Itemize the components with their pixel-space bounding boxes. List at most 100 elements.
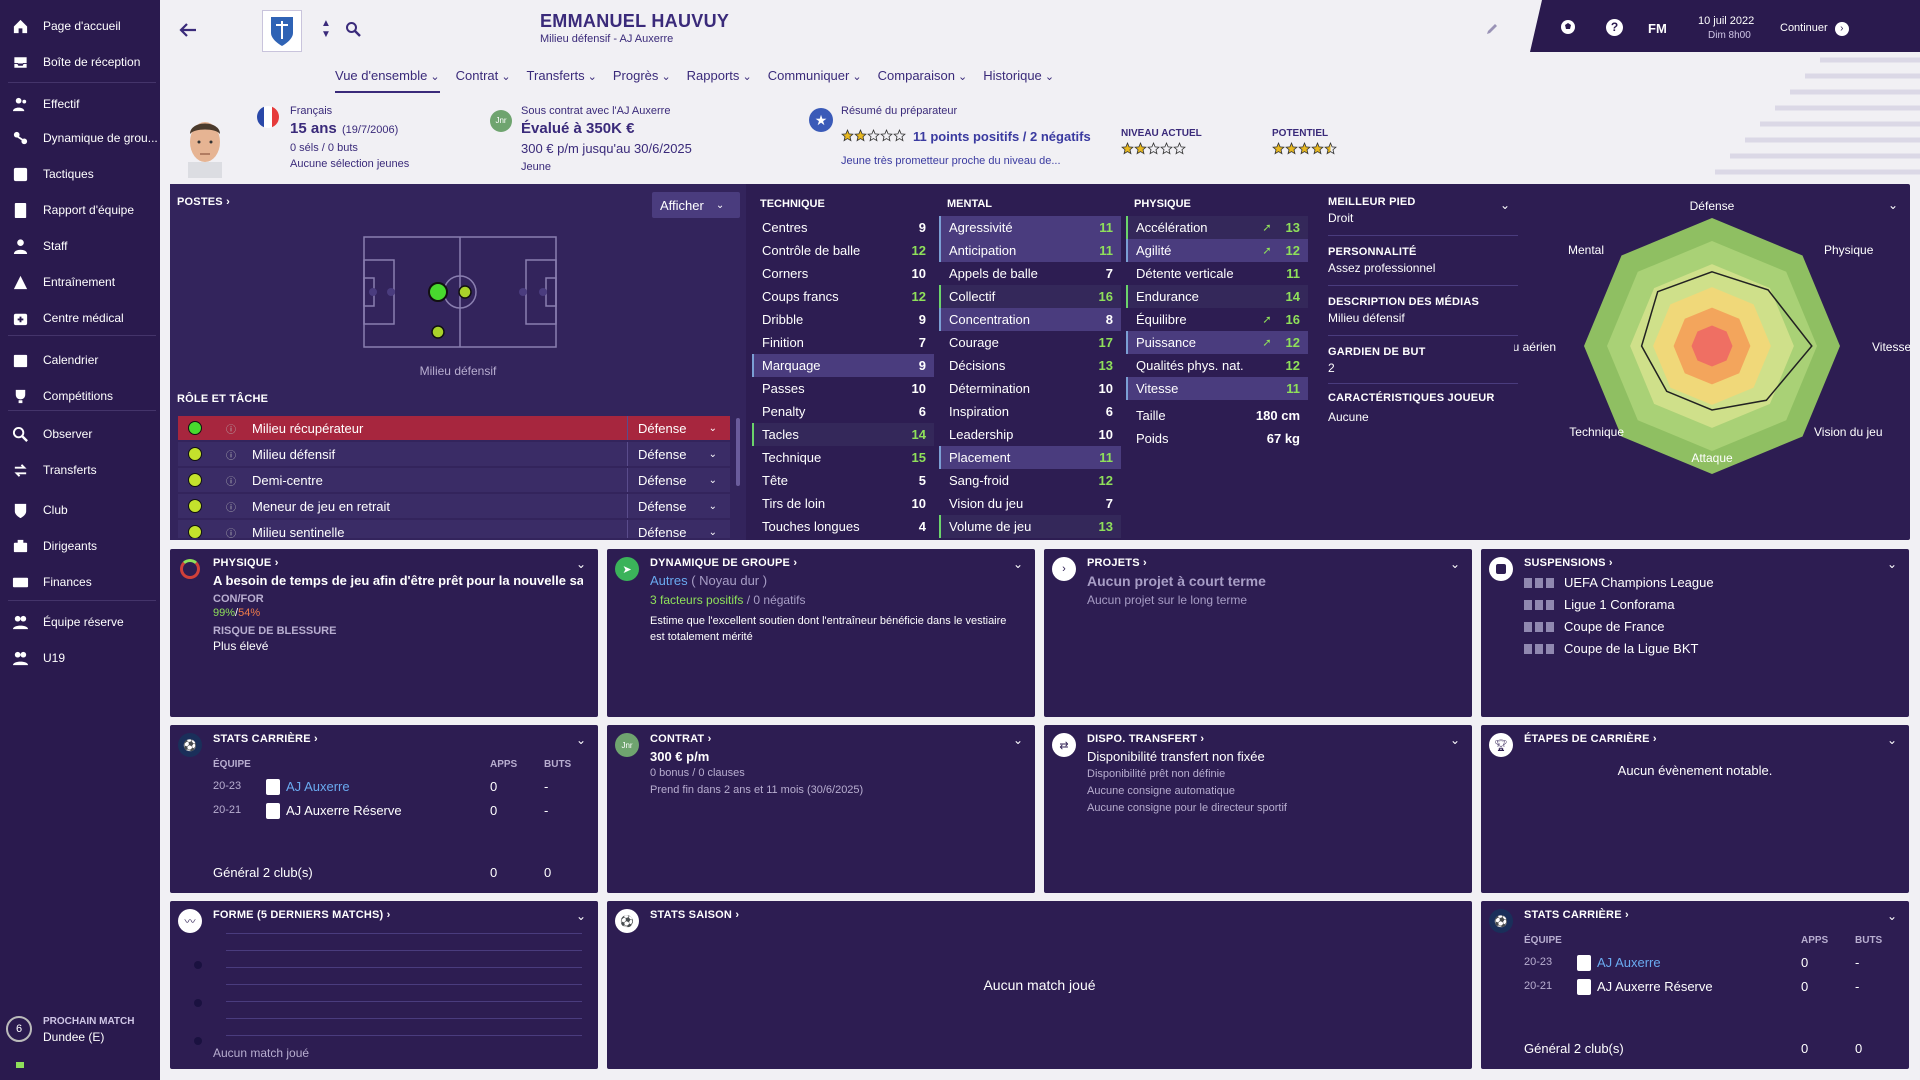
sidebar-item-13[interactable]: Transferts [0, 458, 160, 482]
career-row[interactable]: 20-23 AJ Auxerre 0 - [213, 777, 583, 797]
chevron-down-icon[interactable]: ⌄ [575, 909, 586, 923]
chevron-down-icon[interactable]: ⌄ [575, 557, 586, 571]
attribute-row[interactable]: Puissance ➚ 12 [1126, 331, 1308, 354]
chevron-down-icon[interactable]: ⌄ [1012, 733, 1023, 747]
attribute-row[interactable]: Marquage 9 [752, 354, 934, 377]
tab-1[interactable]: Vue d'ensemble [335, 68, 440, 93]
attribute-row[interactable]: Concentration 8 [939, 308, 1121, 331]
chevron-down-icon[interactable]: ⌄ [575, 733, 586, 747]
attribute-row[interactable]: Appels de balle 7 [939, 262, 1121, 285]
sidebar-item-2[interactable]: Boîte de réception [0, 50, 160, 74]
attribute-row[interactable]: Touches longues 4 [752, 515, 934, 538]
career-row[interactable]: 20-21 AJ Auxerre Réserve 0 - [213, 801, 583, 821]
ball-icon[interactable] [1560, 19, 1576, 35]
info-chevron-icon[interactable]: ⌄ [1500, 198, 1511, 212]
attribute-row[interactable]: Décisions 13 [939, 354, 1121, 377]
attribute-row[interactable]: Penalty 6 [752, 400, 934, 423]
attribute-row[interactable]: Agilité ➚ 12 [1126, 239, 1308, 262]
card-title[interactable]: PROJETS › [1087, 557, 1147, 569]
chevron-down-icon[interactable]: ⌄ [1449, 733, 1460, 747]
sidebar-item-9[interactable]: Centre médical [0, 306, 160, 330]
attribute-row[interactable]: Anticipation 11 [939, 239, 1121, 262]
card-title[interactable]: PHYSIQUE › [213, 557, 279, 569]
sidebar-item-8[interactable]: Entraînement [0, 270, 160, 294]
attribute-row[interactable]: Volume de jeu 13 [939, 515, 1121, 538]
tab-3[interactable]: Transferts [527, 68, 597, 93]
club-crest[interactable] [262, 10, 302, 52]
card-title[interactable]: STATS CARRIÈRE › [1524, 909, 1629, 921]
sidebar-item-10[interactable]: Calendrier [0, 348, 160, 372]
player-switch-arrows[interactable]: ▲ ▼ [321, 18, 331, 40]
role-row[interactable]: ⓘ Milieu défensif Défense ⌄ [178, 442, 730, 466]
show-dropdown[interactable]: Afficher ⌄ [652, 192, 740, 218]
card-title[interactable]: STATS SAISON › [650, 909, 740, 921]
attribute-row[interactable]: Technique 15 [752, 446, 934, 469]
attribute-row[interactable]: Dribble 9 [752, 308, 934, 331]
sidebar-item-17[interactable]: Équipe réserve [0, 610, 160, 634]
attribute-row[interactable]: Centres 9 [752, 216, 934, 239]
chevron-down-icon[interactable]: ⌄ [1886, 909, 1897, 923]
info-icon[interactable]: ⓘ [226, 424, 236, 436]
sidebar-item-11[interactable]: Compétitions [0, 384, 160, 408]
attribute-row[interactable]: Détermination 10 [939, 377, 1121, 400]
card-title[interactable]: DYNAMIQUE DE GROUPE › [650, 557, 798, 569]
attribute-row[interactable]: Placement 11 [939, 446, 1121, 469]
duty-dropdown[interactable]: Défense ⌄ [627, 520, 727, 538]
tab-5[interactable]: Rapports [687, 68, 752, 93]
chevron-down-icon[interactable]: ⌄ [1886, 733, 1897, 747]
card-title[interactable]: SUSPENSIONS › [1524, 557, 1613, 569]
sidebar-item-6[interactable]: Rapport d'équipe [0, 198, 160, 222]
attribute-row[interactable]: Courage 17 [939, 331, 1121, 354]
suspension-row[interactable]: Ligue 1 Conforama [1524, 597, 1675, 612]
attribute-row[interactable]: Tête 5 [752, 469, 934, 492]
attribute-row[interactable]: Contrôle de balle 12 [752, 239, 934, 262]
coach-points[interactable]: 11 points positifs / 2 négatifs [913, 129, 1091, 144]
sidebar-item-15[interactable]: Dirigeants [0, 534, 160, 558]
role-row[interactable]: ⓘ Milieu sentinelle Défense ⌄ [178, 520, 730, 538]
chevron-down-icon[interactable]: ⌄ [1012, 557, 1023, 571]
card-title[interactable]: DISPO. TRANSFERT › [1087, 733, 1205, 745]
role-row[interactable]: ⓘ Meneur de jeu en retrait Défense ⌄ [178, 494, 730, 518]
sidebar-item-14[interactable]: Club [0, 498, 160, 522]
card-title[interactable]: STATS CARRIÈRE › [213, 733, 318, 745]
attribute-row[interactable]: Vision du jeu 7 [939, 492, 1121, 515]
chevron-down-icon[interactable]: ⌄ [1886, 557, 1897, 571]
card-title[interactable]: CONTRAT › [650, 733, 712, 745]
attribute-row[interactable]: Corners 10 [752, 262, 934, 285]
next-match[interactable]: 6 PROCHAIN MATCH Dundee (E) [6, 1008, 156, 1068]
attribute-row[interactable]: Coups francs 12 [752, 285, 934, 308]
tab-8[interactable]: Historique [983, 68, 1054, 93]
radar-chevron-icon[interactable]: ⌄ [1888, 198, 1899, 212]
help-icon[interactable]: ? [1606, 19, 1623, 36]
duty-dropdown[interactable]: Défense ⌄ [627, 494, 727, 518]
sidebar-item-3[interactable]: Effectif [0, 92, 160, 116]
info-icon[interactable]: ⓘ [226, 450, 236, 462]
sidebar-item-4[interactable]: Dynamique de grou... [0, 126, 160, 150]
continue-button[interactable]: Continuer › [1780, 22, 1849, 36]
duty-dropdown[interactable]: Défense ⌄ [627, 416, 727, 440]
tab-4[interactable]: Progrès [613, 68, 671, 93]
attribute-row[interactable]: Tirs de loin 10 [752, 492, 934, 515]
attribute-row[interactable]: Leadership 10 [939, 423, 1121, 446]
info-icon[interactable]: ⓘ [226, 502, 236, 514]
search-icon[interactable] [345, 21, 361, 37]
attribute-row[interactable]: Passes 10 [752, 377, 934, 400]
chevron-down-icon[interactable]: ⌄ [1449, 557, 1460, 571]
attribute-row[interactable]: Accélération ➚ 13 [1126, 216, 1308, 239]
social-group[interactable]: Autres [650, 573, 688, 588]
tab-2[interactable]: Contrat [456, 68, 511, 93]
tab-7[interactable]: Comparaison [878, 68, 968, 93]
attribute-row[interactable]: Endurance 14 [1126, 285, 1308, 308]
sidebar-item-1[interactable]: Page d'accueil [0, 14, 160, 38]
positions-title[interactable]: POSTES › [177, 196, 230, 208]
role-scrollbar[interactable] [736, 418, 740, 486]
card-title[interactable]: FORME (5 DERNIERS MATCHS) › [213, 909, 391, 921]
suspension-row[interactable]: Coupe de France [1524, 619, 1664, 634]
attribute-row[interactable]: Sang-froid 12 [939, 469, 1121, 492]
career-row[interactable]: 20-21 AJ Auxerre Réserve 0 - [1524, 977, 1894, 997]
role-row[interactable]: ⓘ Milieu récupérateur Défense ⌄ [178, 416, 730, 440]
attribute-row[interactable]: Finition 7 [752, 331, 934, 354]
tab-6[interactable]: Communiquer [768, 68, 862, 93]
card-title[interactable]: ÉTAPES DE CARRIÈRE › [1524, 733, 1657, 745]
sidebar-item-18[interactable]: U19 [0, 646, 160, 670]
